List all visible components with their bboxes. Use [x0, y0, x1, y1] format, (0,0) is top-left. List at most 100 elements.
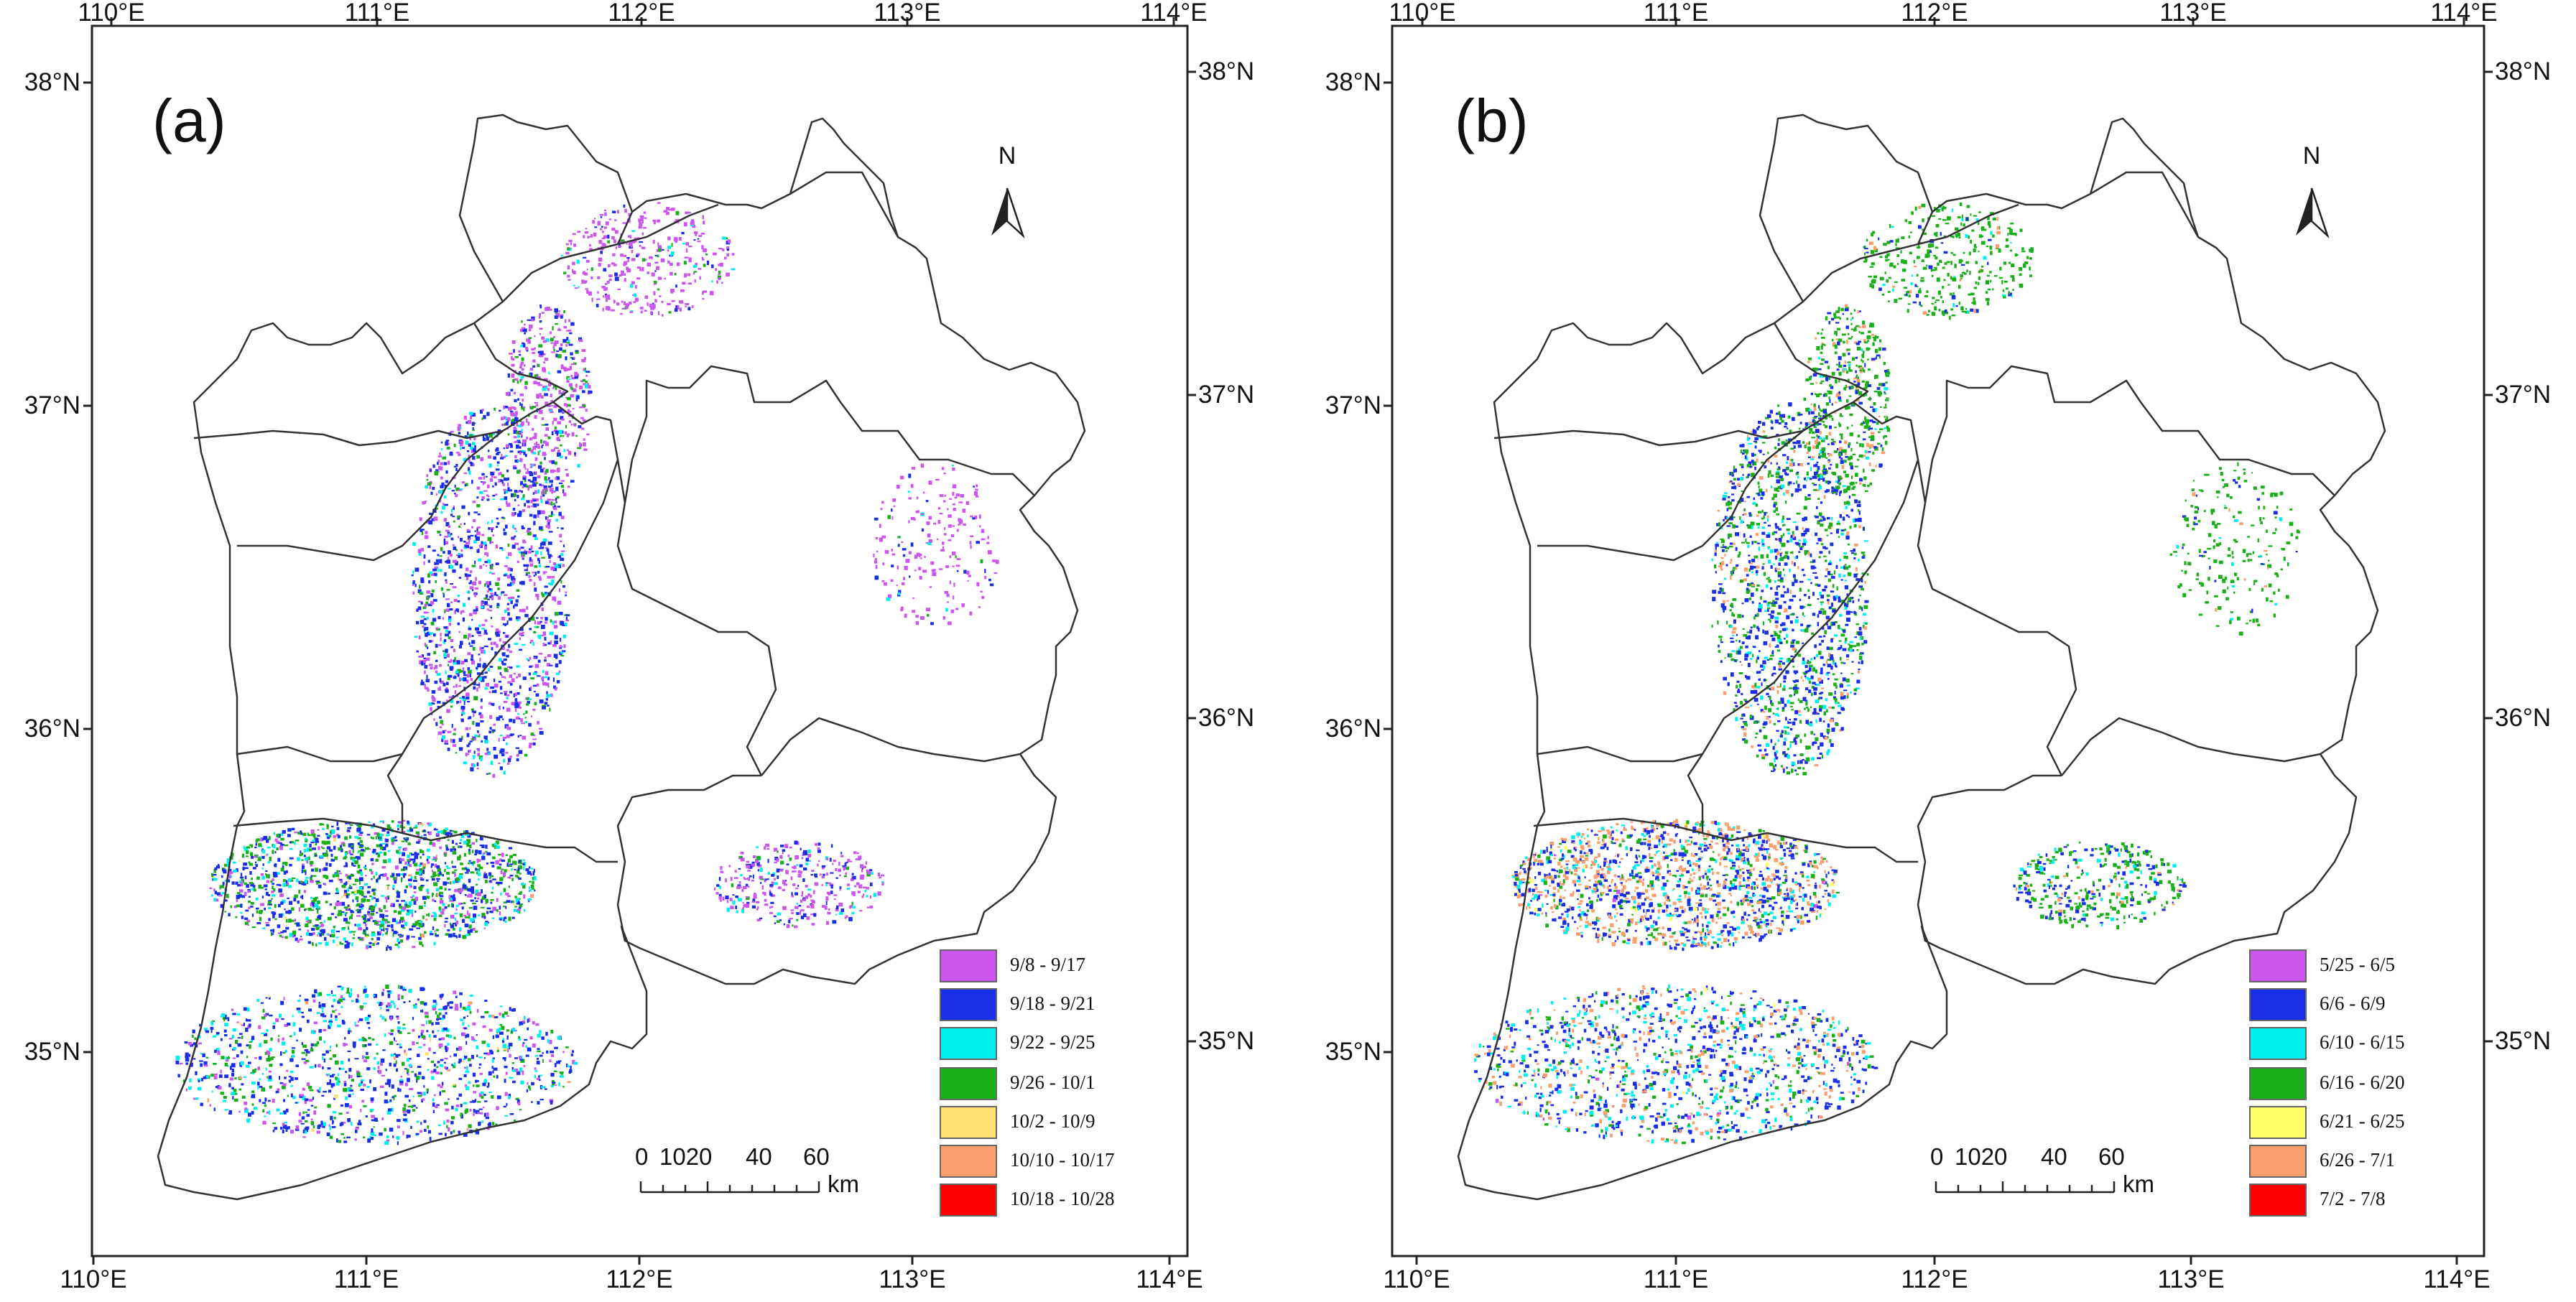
- pixel: [575, 383, 578, 388]
- pixel: [522, 1070, 524, 1075]
- pixel: [496, 1074, 499, 1079]
- pixel: [313, 1021, 318, 1025]
- pixel: [518, 616, 521, 619]
- pixel: [386, 1139, 390, 1143]
- pixel: [346, 829, 351, 832]
- pixel: [455, 904, 459, 908]
- pixel: [567, 396, 571, 401]
- pixel: [555, 353, 558, 358]
- pixel: [366, 899, 371, 902]
- pixel: [519, 735, 522, 737]
- pixel: [468, 893, 471, 896]
- pixel: [267, 1076, 269, 1079]
- pixel: [735, 896, 738, 898]
- pixel: [529, 406, 534, 409]
- pixel: [282, 862, 287, 865]
- pixel: [527, 1018, 531, 1023]
- pixel: [544, 676, 548, 679]
- pixel: [566, 376, 570, 378]
- pixel: [524, 479, 527, 483]
- pixel: [232, 1028, 236, 1032]
- pixel: [487, 559, 491, 564]
- pixel: [821, 905, 826, 908]
- pixel: [504, 496, 508, 501]
- pixel: [327, 916, 332, 921]
- pixel: [525, 1054, 529, 1057]
- pixel: [511, 1008, 516, 1012]
- pixel: [373, 1126, 375, 1128]
- pixel: [494, 678, 496, 682]
- pixel: [534, 626, 537, 628]
- pixel: [423, 561, 425, 565]
- pixel: [434, 680, 438, 684]
- pixel: [529, 513, 533, 517]
- pixel: [475, 889, 479, 894]
- pixel: [547, 686, 550, 688]
- pixel: [304, 1100, 307, 1105]
- pixel: [507, 373, 510, 378]
- pixel: [380, 874, 384, 876]
- pixel: [524, 721, 527, 724]
- pixel: [448, 904, 450, 908]
- pixel: [450, 848, 453, 852]
- pixel: [425, 657, 430, 661]
- pixel: [450, 832, 453, 837]
- pixel: [261, 837, 263, 842]
- pixel: [361, 1079, 363, 1084]
- pixel: [499, 409, 501, 412]
- pixel: [318, 1004, 322, 1008]
- pixel: [510, 596, 515, 600]
- pixel: [407, 910, 409, 914]
- pixel: [393, 1056, 397, 1060]
- pixel: [379, 837, 381, 840]
- pixel: [460, 446, 462, 450]
- pixel: [426, 474, 429, 478]
- pixel: [243, 845, 245, 850]
- pixel: [409, 1000, 411, 1003]
- pixel: [443, 829, 447, 833]
- pixel: [843, 875, 847, 878]
- pixel: [473, 696, 478, 701]
- pixel: [423, 554, 426, 559]
- pixel: [468, 627, 472, 631]
- pixel: [509, 573, 512, 577]
- pixel: [470, 767, 474, 772]
- pixel: [317, 910, 319, 913]
- pixel: [452, 569, 456, 573]
- pixel: [453, 728, 456, 731]
- pixel: [481, 601, 483, 606]
- pixel: [794, 840, 798, 845]
- pixel: [450, 924, 455, 929]
- pixel: [840, 908, 844, 912]
- pixel: [327, 857, 329, 860]
- pixel: [665, 212, 670, 215]
- pixel: [384, 1099, 388, 1104]
- pixel: [420, 1032, 423, 1036]
- pixel: [433, 1094, 436, 1097]
- pixel: [345, 863, 348, 868]
- pixel: [210, 1074, 214, 1077]
- pixel: [496, 908, 499, 912]
- pixel: [536, 675, 541, 677]
- pixel: [455, 660, 458, 663]
- pixel: [468, 470, 471, 475]
- pixel: [542, 593, 545, 597]
- pixel: [373, 875, 375, 879]
- pixel: [516, 616, 519, 620]
- pixel: [309, 843, 312, 848]
- pixel: [489, 605, 493, 608]
- pixel: [555, 476, 560, 480]
- pixel: [379, 843, 383, 847]
- pixel: [492, 534, 495, 537]
- pixel: [376, 1052, 379, 1055]
- pixel: [420, 661, 424, 666]
- pixel: [340, 995, 343, 998]
- pixel: [463, 1133, 468, 1137]
- pixel: [300, 1122, 305, 1125]
- pixel: [440, 485, 444, 488]
- pixel: [470, 871, 475, 874]
- pixel: [445, 441, 448, 446]
- pixel: [419, 885, 424, 888]
- pixel: [550, 308, 552, 311]
- pixel: [582, 419, 586, 422]
